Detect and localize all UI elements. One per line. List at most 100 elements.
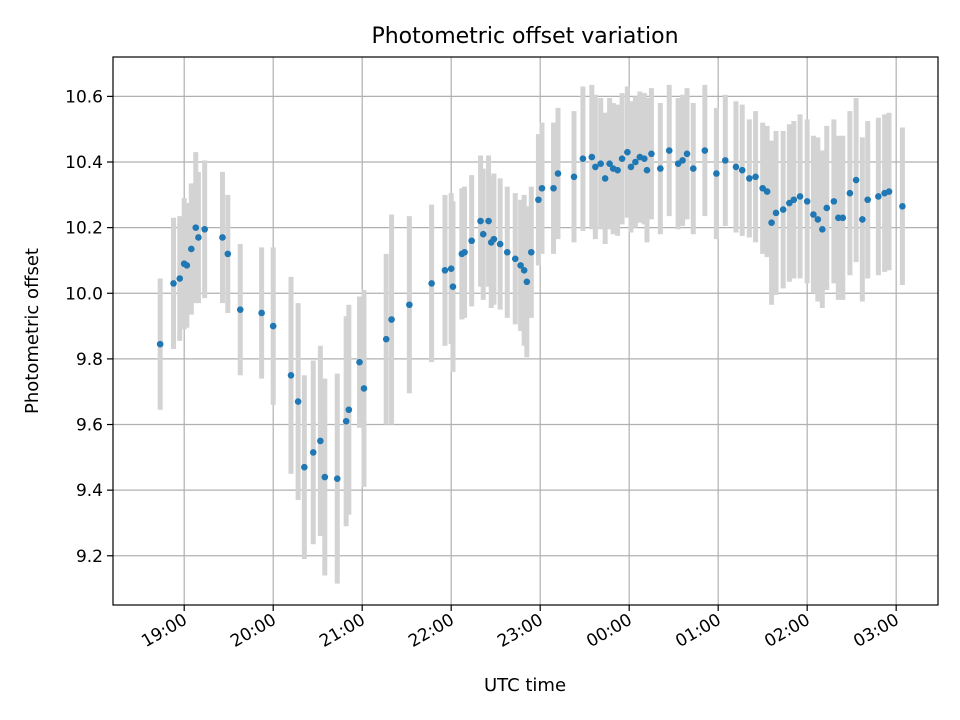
- data-point: [796, 193, 804, 200]
- y-tick-label: 9.8: [76, 350, 103, 370]
- data-point: [823, 204, 831, 212]
- x-tick-label: 01:00: [672, 610, 724, 652]
- data-point: [570, 173, 578, 181]
- data-point: [627, 163, 635, 171]
- data-point: [701, 147, 709, 154]
- data-point: [356, 358, 363, 366]
- data-point: [183, 262, 191, 269]
- data-point: [641, 155, 648, 163]
- x-tick-label: 23:00: [494, 610, 546, 652]
- x-tick-label: 20:00: [227, 610, 279, 652]
- data-point: [479, 230, 487, 238]
- y-ticks: 9.2 9.4 9.6 9.8 10.0 10.2 10.4 10.6: [65, 87, 113, 567]
- data-point: [632, 158, 639, 166]
- data-point: [899, 203, 906, 210]
- data-point: [258, 309, 265, 317]
- data-point: [614, 166, 621, 174]
- data-point: [679, 157, 686, 164]
- data-point: [224, 250, 232, 258]
- data-point: [852, 176, 860, 184]
- data-point: [732, 163, 740, 171]
- data-point: [195, 234, 202, 241]
- data-point: [477, 217, 484, 225]
- x-tick-label: 02:00: [761, 610, 813, 652]
- data-point: [601, 175, 609, 182]
- data-point: [201, 225, 208, 233]
- chart-title: Photometric offset variation: [371, 24, 678, 49]
- data-point: [592, 163, 599, 171]
- data-point: [846, 189, 854, 197]
- data-point: [618, 155, 626, 163]
- data-point: [287, 371, 295, 379]
- x-axis-label: UTC time: [484, 675, 566, 696]
- y-tick-label: 10.6: [65, 87, 103, 107]
- x-tick-label: 19:00: [138, 610, 190, 652]
- data-point: [606, 160, 613, 167]
- data-point: [294, 398, 302, 405]
- x-tick-label: 03:00: [850, 610, 902, 652]
- y-axis-label: Photometric offset: [22, 248, 43, 414]
- data-point: [406, 301, 413, 309]
- x-tick-label: 22:00: [405, 610, 457, 652]
- data-point: [342, 417, 350, 425]
- data-point: [485, 217, 492, 225]
- data-point: [721, 157, 729, 164]
- data-point: [648, 150, 655, 158]
- data-point: [588, 153, 596, 161]
- errorbars: [157, 84, 905, 584]
- y-tick-label: 9.2: [76, 547, 103, 567]
- plot-frame: [112, 56, 939, 606]
- data-point: [301, 463, 308, 471]
- data-point: [170, 280, 177, 287]
- data-point: [321, 473, 329, 481]
- data-point: [738, 166, 746, 174]
- data-point: [188, 245, 195, 253]
- data-point: [554, 170, 562, 177]
- data-point: [689, 165, 697, 172]
- data-point: [219, 234, 226, 241]
- data-point: [810, 211, 817, 218]
- y-tick-label: 9.6: [76, 416, 103, 436]
- y-tick-label: 10.2: [65, 219, 103, 239]
- data-point: [839, 214, 847, 222]
- data-point: [192, 224, 200, 231]
- data-point: [763, 188, 771, 195]
- data-point: [236, 306, 244, 313]
- data-point: [885, 188, 893, 195]
- data-point: [665, 147, 673, 154]
- data-point: [360, 385, 368, 392]
- data-point: [538, 184, 546, 192]
- data-point: [333, 475, 341, 482]
- data-point: [819, 225, 826, 233]
- data-point: [496, 240, 504, 248]
- data-point: [643, 166, 651, 174]
- data-point: [156, 340, 164, 348]
- data-point: [535, 196, 542, 204]
- data-point: [859, 216, 866, 223]
- data-point: [579, 155, 587, 163]
- data-point: [527, 248, 535, 256]
- data-point: [752, 173, 759, 181]
- data-point: [176, 275, 184, 282]
- data-point: [309, 449, 317, 456]
- data-point: [461, 248, 468, 256]
- data-points: [156, 147, 906, 482]
- data-point: [388, 316, 395, 323]
- data-point: [713, 170, 720, 177]
- data-point: [503, 248, 511, 256]
- data-point: [449, 283, 457, 291]
- data-point: [382, 335, 390, 343]
- data-point: [790, 196, 798, 204]
- data-point: [683, 150, 691, 158]
- data-point: [441, 266, 449, 274]
- x-ticks: 19:00 20:00 21:00 22:00 23:00 00:00 01:00 02:00…: [138, 605, 903, 652]
- data-point: [624, 148, 631, 156]
- y-tick-label: 9.4: [76, 481, 103, 501]
- data-point: [317, 437, 324, 445]
- data-point: [447, 265, 455, 272]
- data-point: [803, 198, 811, 205]
- data-point: [779, 206, 787, 213]
- data-point: [523, 278, 531, 286]
- data-point: [520, 266, 528, 274]
- data-point: [468, 237, 475, 245]
